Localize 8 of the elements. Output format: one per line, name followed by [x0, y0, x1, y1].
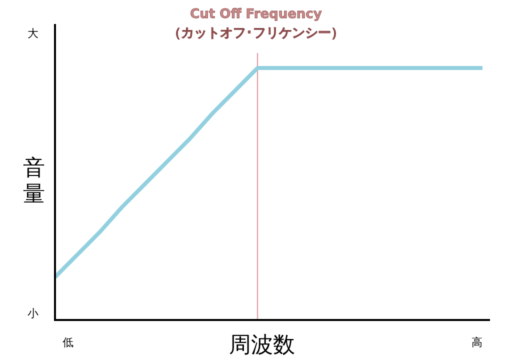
- text: 高: [472, 336, 482, 349]
- chart-subtitle: （カットオフ･フリケンシー）: [168, 26, 344, 41]
- x-axis-title: 周波数: [229, 333, 295, 358]
- text: 小: [28, 307, 38, 320]
- text: 低: [62, 336, 74, 349]
- y-axis-title: 音量: [23, 156, 45, 207]
- text: 大: [28, 27, 38, 40]
- chart-title: Cut Off Frequency: [190, 7, 322, 22]
